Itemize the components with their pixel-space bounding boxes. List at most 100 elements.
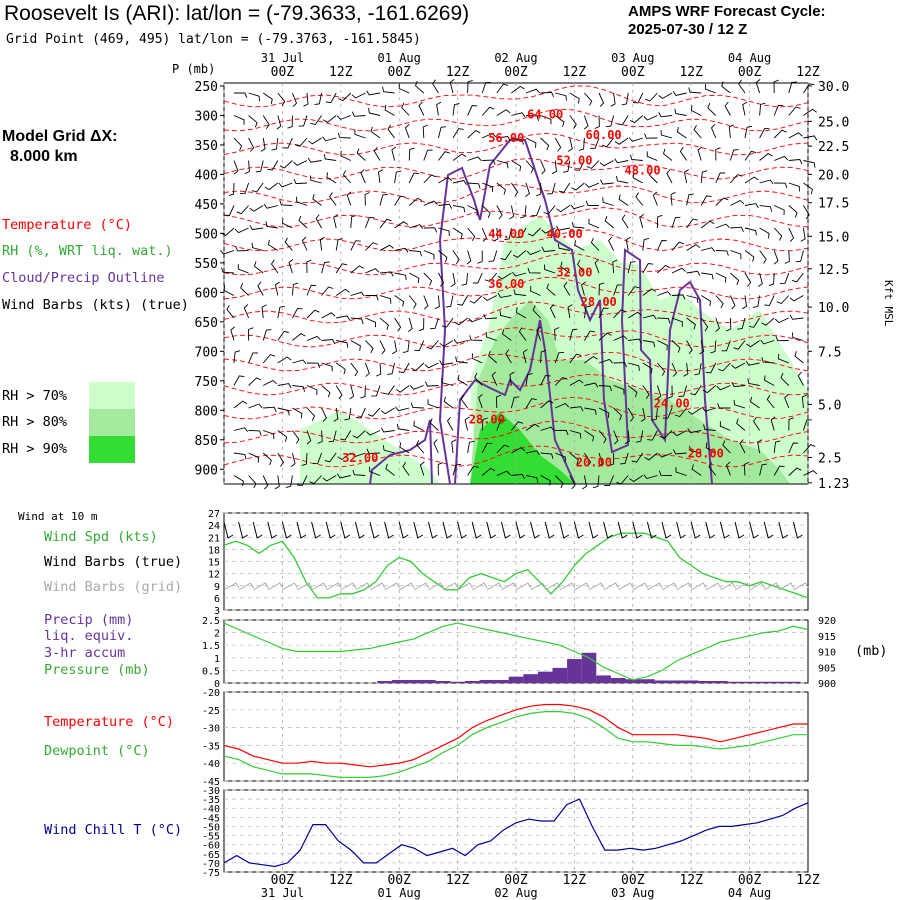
wind-barb-281	[235, 246, 249, 252]
wind-barb-122	[255, 160, 264, 173]
wind-barb-392	[700, 295, 712, 307]
temp-panel-ytick-1: -40	[202, 759, 220, 770]
wind-barb-687	[322, 475, 337, 482]
wind-barb-464	[584, 330, 596, 341]
wind-barb-328	[350, 265, 364, 274]
wind-barb-440	[230, 326, 235, 341]
wind-barb-31	[672, 91, 687, 97]
bottom-date-2: 02 Aug	[494, 886, 537, 900]
wind-panel-ytick-2: 9	[214, 582, 220, 593]
wind-barb-306	[608, 236, 615, 251]
wind-barb-650	[366, 448, 381, 454]
wind-barb-319	[795, 250, 804, 263]
wind-barb-688	[336, 473, 351, 479]
legend-pressure: Pressure (mb)	[44, 662, 150, 678]
wind-barb-true-28	[632, 521, 643, 539]
wind-barb-187	[616, 175, 629, 184]
wind-barb-true-19	[500, 521, 511, 539]
wind-barb-true-31	[676, 521, 686, 539]
wind-barb-191	[684, 169, 689, 184]
wind-barb-474	[721, 340, 731, 352]
wind-barb-673	[705, 442, 717, 454]
windchill-panel-frame	[223, 789, 809, 873]
isotherm-11	[223, 351, 809, 372]
wind-barb-58	[496, 109, 511, 116]
wind-barb-grid-17	[471, 582, 488, 591]
wind-barb-grid-14	[428, 582, 444, 591]
wind-barb-true-3	[267, 521, 278, 539]
wind-barb-201	[236, 205, 249, 215]
precip-bar-4	[435, 680, 451, 683]
wind-barb-grid-5	[296, 582, 313, 591]
wind-panel-ytick-1: 6	[214, 594, 220, 605]
wind-barb-621	[540, 426, 555, 432]
wind-barb-685	[297, 475, 308, 486]
wind-barb-470	[671, 340, 681, 353]
wind-barb-217	[481, 205, 491, 218]
wind-barb-550	[667, 385, 673, 399]
wind-barb-171	[394, 170, 402, 184]
wind-barb-619	[511, 421, 524, 431]
wind-barb-530	[371, 385, 381, 397]
wind-barb-75	[742, 101, 748, 116]
legend-wind10m: Wind at 10 m	[18, 510, 98, 523]
wind-barb-134	[438, 151, 450, 161]
top-date-1: 01 Aug	[378, 51, 421, 65]
wind-barb-437	[761, 317, 775, 326]
wind-barb-236	[759, 205, 773, 212]
wind-barb-418	[483, 314, 497, 320]
wind-barb-true-0	[223, 521, 234, 539]
wind-barb-237	[774, 205, 785, 216]
wind-barb-324	[288, 259, 294, 274]
model-grid-info: Model Grid ΔX: 8.000 km	[2, 127, 118, 167]
wind-barb-252	[409, 224, 424, 229]
wind-barb-36	[755, 79, 761, 94]
wind-barb-455	[439, 340, 454, 347]
bottom-hour-4: 00Z	[504, 873, 528, 888]
wind-barb-77	[773, 104, 784, 116]
isotherm-label-7: 36.00	[488, 277, 524, 291]
wind-barb-261	[528, 227, 541, 237]
precip-bar-2	[406, 679, 422, 683]
wind-barb-124	[279, 160, 293, 169]
wind-barb-561	[248, 403, 263, 409]
wind-barb-540	[525, 373, 533, 386]
wind-barb-111	[676, 127, 687, 139]
wind-barb-490	[376, 362, 382, 377]
wind-barb-486	[321, 362, 333, 372]
wind-barb-230	[670, 191, 676, 206]
wind-barb-grid-36	[749, 582, 766, 591]
wind-barb-69	[643, 115, 658, 121]
wind-barb-618	[496, 419, 506, 431]
wind-barb-554	[716, 385, 731, 391]
wind-barb-693	[419, 461, 425, 476]
wind-barb-592	[687, 407, 702, 415]
wind-barb-true-34	[719, 521, 730, 539]
wind-barb-350	[671, 267, 686, 274]
wind-barb-614	[429, 418, 439, 431]
wind-barb-344	[577, 259, 585, 274]
wind-barb-649	[351, 452, 366, 458]
wind-barb-21	[540, 91, 555, 98]
wind-barb-grid-8	[340, 582, 357, 591]
wind-barb-361	[240, 283, 249, 296]
wind-barb-516	[745, 360, 760, 366]
wind-barb-true-4	[281, 521, 292, 539]
pressure-tick-3: 915	[818, 632, 836, 643]
wind-barb-268	[639, 214, 644, 229]
wind-barb-105	[590, 137, 600, 149]
wind-barb-491	[387, 362, 396, 375]
wind-barb-177	[482, 182, 493, 192]
wind-barb-207	[329, 192, 337, 206]
wind-barb-605	[306, 430, 312, 445]
isotherm-1	[223, 108, 809, 132]
wind-barb-520	[233, 375, 245, 386]
precip-bar-23	[713, 680, 728, 683]
wind-barb-97	[482, 132, 497, 139]
temp-panel-ytick-2: -35	[202, 741, 220, 752]
wind-barb-421	[532, 305, 541, 319]
wind-barb-true-36	[749, 521, 759, 539]
wind-barb-585	[598, 407, 610, 419]
model-grid-value: 8.000 km	[10, 148, 78, 165]
wind-barb-true-5	[296, 521, 307, 539]
